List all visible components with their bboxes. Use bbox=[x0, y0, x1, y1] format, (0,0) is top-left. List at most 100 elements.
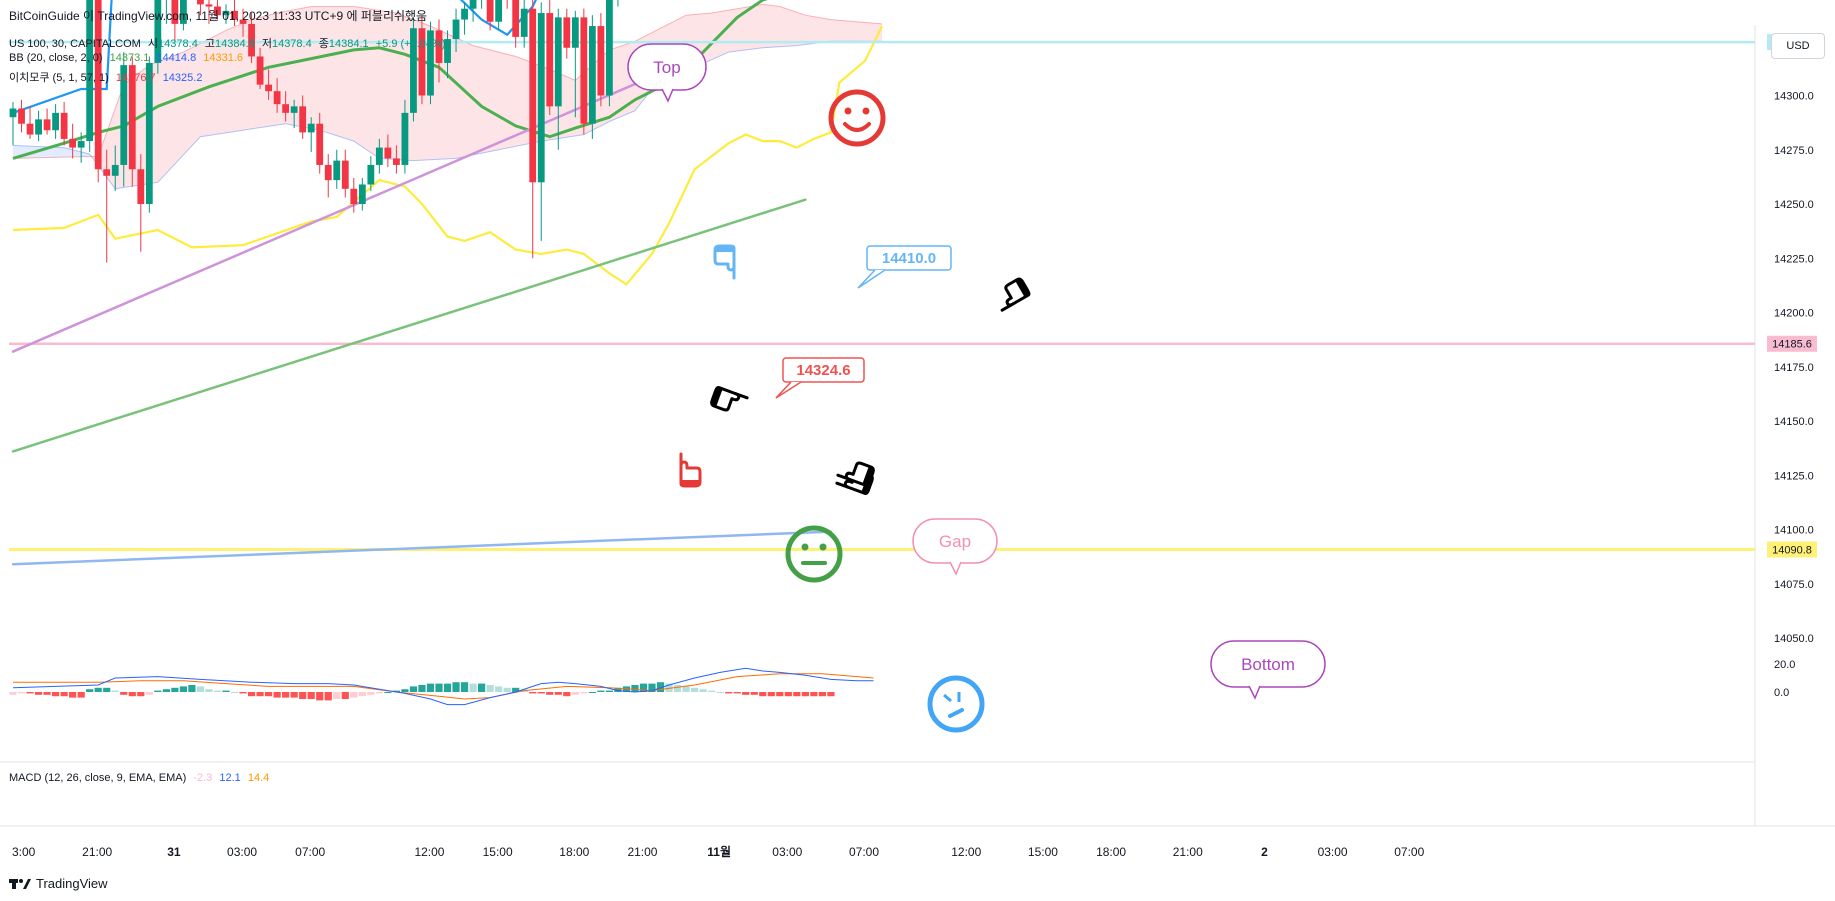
tradingview-logo-icon bbox=[9, 878, 31, 889]
cloud-segment bbox=[183, 47, 192, 155]
candle-body bbox=[103, 169, 111, 176]
macd-histogram-bar bbox=[205, 689, 213, 692]
macd-histogram-bar bbox=[546, 692, 554, 695]
candle-body bbox=[60, 112, 68, 139]
time-tick-label: 21:00 bbox=[82, 845, 112, 859]
bb-basis-line bbox=[12, 0, 768, 160]
price-tick-label: 14175.0 bbox=[1774, 362, 1814, 374]
balloon-tail bbox=[949, 561, 962, 576]
bb-title[interactable]: BB (20, close, 2, 0) bbox=[9, 52, 103, 64]
macd-histogram-bar bbox=[588, 692, 596, 693]
macd-histogram-bar bbox=[307, 692, 315, 699]
macd-histogram-bar bbox=[648, 683, 656, 692]
symbol-legend[interactable]: US 100, 30, CAPITALCOM 시14378.4 고14384.8… bbox=[9, 35, 449, 51]
neutral-face-icon bbox=[785, 525, 843, 583]
macd-histogram-bar bbox=[401, 689, 409, 692]
candle-body bbox=[171, 0, 179, 24]
time-axis[interactable]: 3:00 21:00 31 03:00 07:00 12:00 15:00 18:00 21:0… bbox=[12, 844, 1425, 859]
publish-info: BitCoinGuide 이 TradingView.com, 11월 01, … bbox=[9, 9, 428, 23]
candle-body bbox=[435, 30, 443, 63]
candle-body bbox=[495, 0, 503, 22]
price-axis[interactable]: 14575.014525.014500.014475.014450.014425… bbox=[1767, 0, 1819, 699]
bottom-balloon: Bottom bbox=[1210, 640, 1326, 700]
note-text: 14410.0 bbox=[882, 250, 936, 267]
tradingview-brand[interactable]: TradingView bbox=[9, 876, 108, 891]
macd-histogram-bar bbox=[716, 692, 724, 693]
macd-histogram-bar bbox=[86, 689, 94, 692]
symbol-name[interactable]: US 100, 30, CAPITALCOM bbox=[9, 38, 141, 50]
annotations: Top Gap Bottom 14410.0 14324.6 bbox=[627, 43, 1326, 733]
macd-histogram-bar bbox=[299, 692, 307, 699]
macd-histogram-bar bbox=[827, 692, 835, 697]
cloud-segment bbox=[473, 45, 482, 155]
balloon-text: Gap bbox=[939, 532, 971, 551]
face-outline bbox=[927, 675, 985, 733]
ichimoku-legend[interactable]: 이치모쿠 (5, 1, 57, 1) 14376.7 14325.2 bbox=[9, 69, 206, 85]
ichimoku-title[interactable]: 이치모쿠 (5, 1, 57, 1) bbox=[9, 72, 109, 84]
macd-histogram-bar bbox=[256, 692, 264, 697]
macd-histogram-bar bbox=[537, 692, 545, 694]
candle-body bbox=[401, 112, 409, 165]
cloud-segment bbox=[55, 147, 65, 158]
macd-histogram-bar bbox=[384, 692, 392, 693]
candle-body bbox=[333, 160, 341, 181]
cloud-segment bbox=[379, 10, 388, 159]
macd-histogram-bar bbox=[179, 686, 187, 692]
macd-histogram-bar bbox=[350, 692, 358, 698]
pointing-hand-icon bbox=[1000, 277, 1031, 312]
time-tick-label: 07:00 bbox=[1394, 845, 1424, 859]
macd-histogram-bar bbox=[409, 686, 418, 692]
candle-body bbox=[350, 188, 358, 204]
candle-body bbox=[316, 123, 324, 165]
time-tick-label: 11월 bbox=[707, 844, 731, 859]
time-tick-label: 03:00 bbox=[772, 845, 802, 859]
price-label-text: 14090.8 bbox=[1772, 544, 1812, 556]
macd-histogram-bar bbox=[486, 685, 494, 692]
macd-histogram-bar bbox=[597, 690, 605, 692]
cloud-segment bbox=[745, 5, 755, 50]
currency-button[interactable]: USD bbox=[1771, 33, 1825, 59]
macd-histogram-bar bbox=[145, 692, 153, 695]
hand-cuff bbox=[681, 480, 700, 486]
candle-body bbox=[52, 112, 59, 131]
time-tick-label: 18:00 bbox=[1096, 845, 1126, 859]
candle-body bbox=[324, 164, 332, 181]
trend-line-blue bbox=[11, 530, 833, 566]
macd-legend[interactable]: MACD (12, 26, close, 9, EMA, EMA) -2.3 1… bbox=[9, 772, 273, 784]
macd-title[interactable]: MACD (12, 26, close, 9, EMA, EMA) bbox=[9, 772, 187, 784]
candle-body bbox=[86, 0, 94, 142]
macd-tick-label: 20.0 bbox=[1774, 659, 1795, 671]
hand-cuff bbox=[1015, 277, 1030, 298]
macd-histogram-bar bbox=[60, 692, 68, 697]
macd-histogram-bar bbox=[316, 692, 324, 701]
candle-body bbox=[9, 108, 17, 118]
hand-finger bbox=[734, 392, 749, 400]
bb-legend[interactable]: BB (20, close, 2, 0) 14373.1 14414.8 143… bbox=[9, 52, 247, 64]
macd-histogram-bar bbox=[120, 692, 128, 695]
bb-upper-line bbox=[12, 0, 537, 114]
macd-histogram-bar bbox=[443, 683, 452, 692]
macd-histogram-bar bbox=[77, 692, 85, 698]
macd-histogram-bar bbox=[759, 692, 767, 697]
candle-body bbox=[520, 8, 528, 37]
macd-histogram-bar bbox=[818, 692, 826, 697]
macd-histogram-bar bbox=[418, 685, 426, 692]
ohlc-close: 종14384.1 bbox=[318, 38, 369, 50]
cloud-segment bbox=[481, 47, 491, 154]
bollinger-bands bbox=[12, 0, 883, 286]
price-label-box bbox=[1767, 335, 1817, 352]
price-tick-label: 14250.0 bbox=[1774, 199, 1814, 211]
cloud-segment bbox=[157, 58, 167, 183]
cloud-segment bbox=[839, 20, 848, 42]
candle-body bbox=[43, 119, 51, 131]
macd-histogram-bar bbox=[154, 690, 162, 692]
candle-body bbox=[299, 106, 307, 133]
macd-histogram-bar bbox=[17, 692, 26, 694]
macd-histogram-bar bbox=[733, 692, 741, 694]
macd-line-value: 12.1 bbox=[219, 772, 241, 784]
macd-histogram-bar bbox=[767, 692, 775, 697]
cloud-segment bbox=[617, 44, 627, 118]
macd-histogram-bar bbox=[605, 690, 613, 692]
ohlc-high: 고14384.8 bbox=[204, 38, 255, 50]
